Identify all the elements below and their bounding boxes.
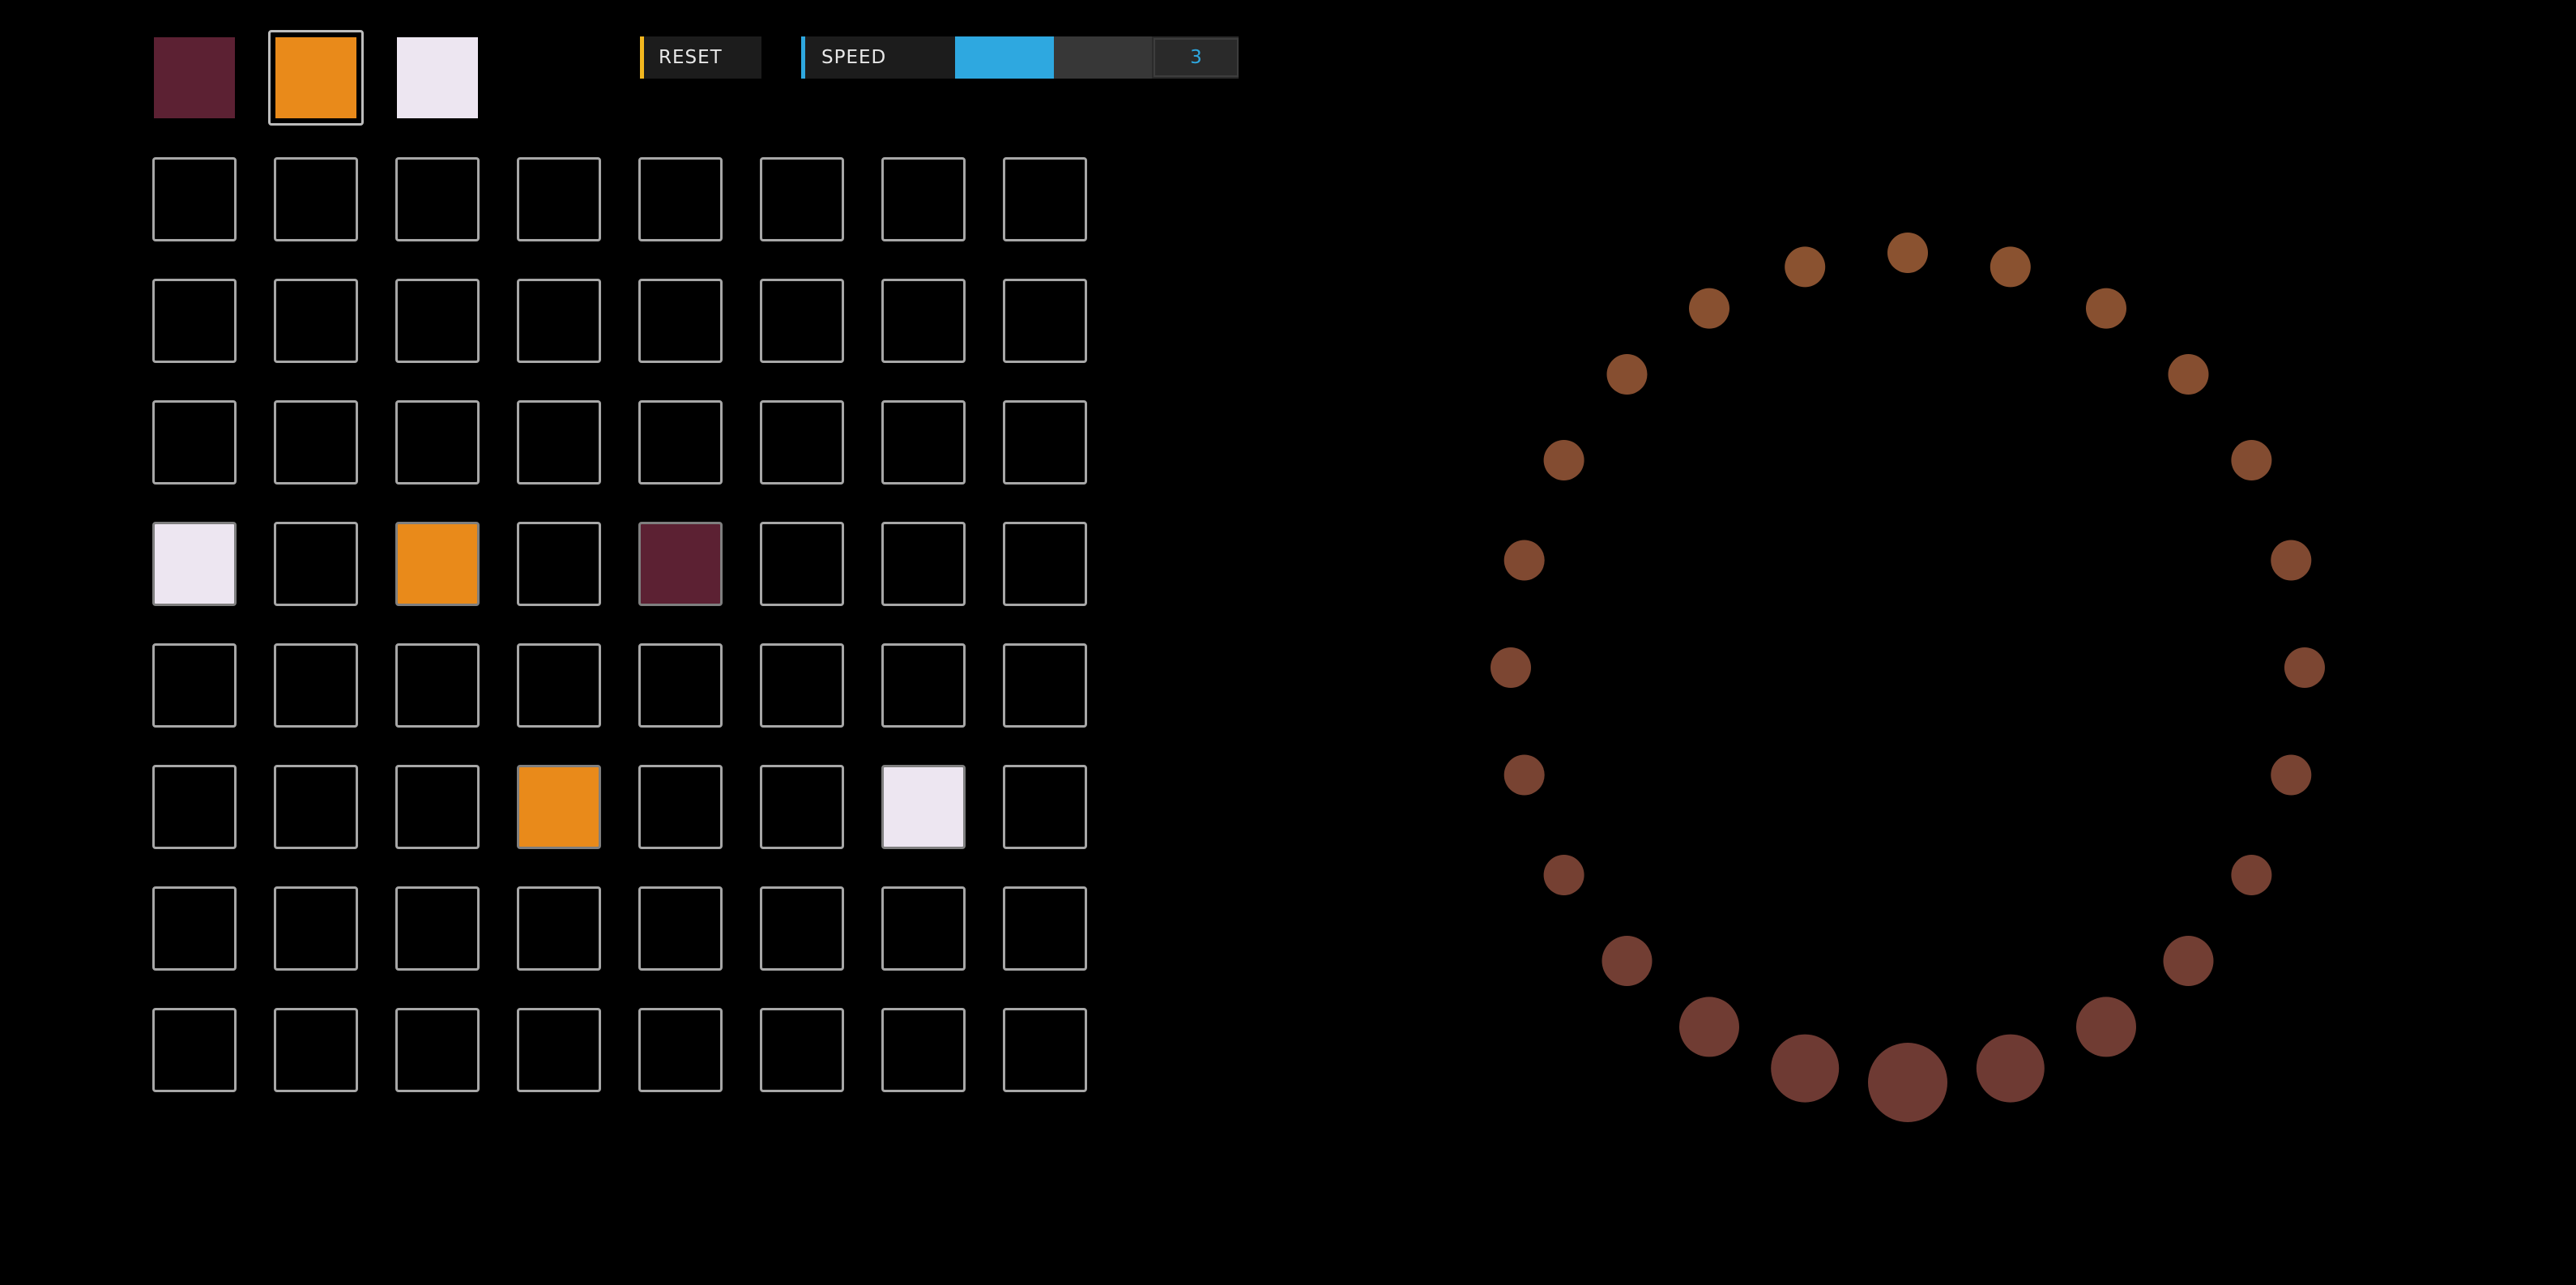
grid-cell[interactable] [152, 643, 237, 728]
grid-cell[interactable] [517, 765, 601, 849]
grid-cell[interactable] [1003, 279, 1087, 363]
grid-cell[interactable] [152, 522, 237, 606]
grid-cell[interactable] [274, 765, 358, 849]
ring-dot [1606, 354, 1648, 395]
ring-dot [1503, 754, 1545, 796]
grid-cell[interactable] [881, 279, 966, 363]
grid-cell[interactable] [152, 886, 237, 971]
palette-swatch[interactable] [275, 37, 356, 118]
speed-label: SPEED [805, 36, 955, 79]
grid-cell[interactable] [274, 1008, 358, 1092]
grid-cell[interactable] [760, 279, 844, 363]
grid-cell[interactable] [638, 1008, 723, 1092]
grid-cell[interactable] [638, 400, 723, 485]
grid-cell[interactable] [638, 765, 723, 849]
ring-dot [1503, 540, 1545, 581]
grid-cell[interactable] [1003, 522, 1087, 606]
grid-cell[interactable] [152, 1008, 237, 1092]
grid-cell[interactable] [881, 643, 966, 728]
palette-swatch[interactable] [154, 37, 235, 118]
ring-dot [1543, 855, 1584, 895]
grid-cell[interactable] [638, 886, 723, 971]
grid-cell[interactable] [274, 157, 358, 241]
grid-cell[interactable] [517, 522, 601, 606]
grid-cell[interactable] [1003, 157, 1087, 241]
grid-cell[interactable] [881, 1008, 966, 1092]
ring-dot [2271, 754, 2312, 796]
grid-cell[interactable] [638, 643, 723, 728]
grid-cell[interactable] [638, 279, 723, 363]
grid-cell[interactable] [760, 400, 844, 485]
grid-cell[interactable] [395, 1008, 480, 1092]
grid-cell[interactable] [152, 279, 237, 363]
grid-cell[interactable] [881, 522, 966, 606]
grid-cell[interactable] [760, 643, 844, 728]
ring-dot [1601, 936, 1653, 986]
grid-cell[interactable] [1003, 765, 1087, 849]
grid-cell[interactable] [517, 1008, 601, 1092]
grid-cell[interactable] [395, 400, 480, 485]
ring-dot [2163, 936, 2214, 986]
grid-cell[interactable] [517, 886, 601, 971]
grid-cell[interactable] [152, 765, 237, 849]
ring-dot [2271, 540, 2312, 581]
ring-dot [1990, 246, 2031, 288]
grid-cell[interactable] [274, 279, 358, 363]
ring-dot [1689, 288, 1729, 329]
selected-swatch-frame [268, 30, 364, 126]
grid-cell[interactable] [1003, 400, 1087, 485]
grid-cell[interactable] [760, 522, 844, 606]
grid-cell[interactable] [881, 400, 966, 485]
grid-cell[interactable] [395, 522, 480, 606]
grid-cell[interactable] [395, 886, 480, 971]
ring-dot [2076, 997, 2136, 1057]
grid-cell[interactable] [517, 400, 601, 485]
grid-cell[interactable] [760, 157, 844, 241]
grid-cell[interactable] [395, 157, 480, 241]
grid-cell[interactable] [517, 643, 601, 728]
grid-cell[interactable] [760, 765, 844, 849]
ring-dot [2168, 354, 2209, 395]
ring-dot [1868, 1043, 1947, 1122]
ring-dot [1679, 997, 1739, 1057]
grid-cell[interactable] [395, 765, 480, 849]
grid-cell[interactable] [881, 765, 966, 849]
speed-slider[interactable]: SPEED 3 [801, 36, 1239, 79]
ring-dot [2231, 855, 2272, 895]
ring-dot [2231, 440, 2272, 480]
ring-dot [1543, 440, 1584, 480]
grid-cell[interactable] [1003, 886, 1087, 971]
ring-dot [1785, 246, 1826, 288]
reset-button[interactable]: RESET [640, 36, 761, 79]
speed-fill [955, 36, 1054, 79]
grid-cell[interactable] [274, 400, 358, 485]
grid-cell[interactable] [274, 643, 358, 728]
speed-value[interactable]: 3 [1154, 38, 1239, 77]
grid-cell[interactable] [274, 522, 358, 606]
ring-dot [2086, 288, 2126, 329]
ring-dot [1491, 647, 1531, 688]
grid-cell[interactable] [881, 157, 966, 241]
ring-dot [1771, 1034, 1840, 1103]
grid-cell[interactable] [1003, 643, 1087, 728]
grid-cell[interactable] [760, 1008, 844, 1092]
grid-cell[interactable] [517, 279, 601, 363]
ring-dot [1976, 1034, 2045, 1103]
palette-swatch[interactable] [397, 37, 478, 118]
grid-cell[interactable] [638, 522, 723, 606]
grid-cell[interactable] [274, 886, 358, 971]
ring-dot [2284, 647, 2325, 688]
grid-cell[interactable] [638, 157, 723, 241]
grid-cell[interactable] [395, 643, 480, 728]
grid-cell[interactable] [760, 886, 844, 971]
ring-dot [1887, 233, 1928, 273]
grid-cell[interactable] [152, 157, 237, 241]
grid-cell[interactable] [881, 886, 966, 971]
grid-cell[interactable] [152, 400, 237, 485]
grid-cell[interactable] [395, 279, 480, 363]
speed-track[interactable] [955, 36, 1152, 79]
grid-cell[interactable] [517, 157, 601, 241]
grid-cell[interactable] [1003, 1008, 1087, 1092]
